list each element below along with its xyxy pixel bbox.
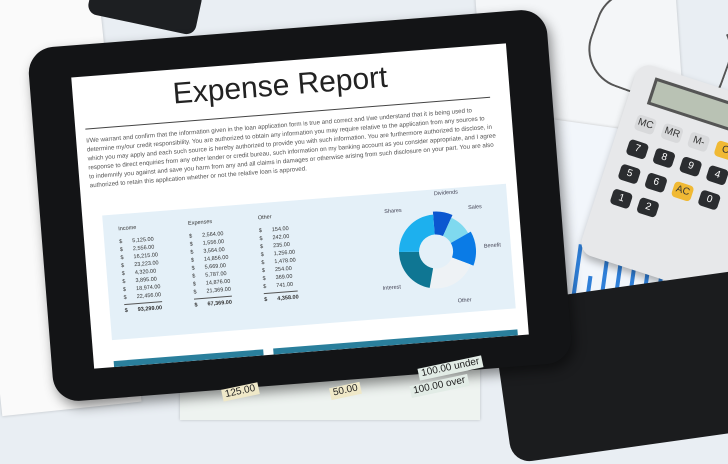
donut-label: Sales	[468, 204, 482, 211]
summary-panel: Income $5,125.00 $2,556.00 $16,215.00 $23,22…	[102, 183, 516, 341]
currency: $	[124, 307, 129, 315]
donut-chart: Dividends Sales Benefits Other Interest Share…	[382, 189, 505, 304]
calculator-key: 7	[625, 138, 650, 161]
total: 4,358.00	[277, 294, 299, 303]
calculator-key: 6	[644, 172, 668, 194]
calculator-key: C	[713, 139, 728, 162]
column-row: $21,369.00	[193, 286, 231, 297]
currency: $	[264, 296, 268, 304]
value: 741.00	[276, 281, 294, 290]
calculator-key: 4	[705, 164, 728, 186]
calculator-key: MR	[660, 122, 685, 144]
report-paragraph: I/We warrant and confirm that the inform…	[86, 107, 497, 190]
footer-bar	[113, 349, 264, 368]
tablet: Expense Report I/We warrant and confirm …	[26, 8, 574, 403]
column-header: Income	[118, 224, 137, 233]
summary-column: Expenses $2,564.00 $1,556.00 $3,564.00 $14,8…	[187, 218, 233, 310]
donut-label: Other	[458, 297, 472, 304]
column-row: $22,456.00	[123, 291, 161, 302]
currency: $	[193, 289, 197, 296]
total: 93,299.00	[137, 305, 163, 314]
donut-segment-benefits	[450, 231, 477, 266]
column-total: $67,369.00	[193, 295, 233, 310]
summary-column: Income $5,125.00 $2,556.00 $16,215.00 $23,22…	[118, 223, 163, 316]
summary-column: Other $154.00 $242.00 $235.00 $1,256.00 $1,47…	[257, 213, 300, 305]
calculator-key: 8	[652, 147, 677, 169]
currency: $	[123, 294, 128, 302]
calculator-key: AC	[670, 180, 695, 203]
donut-label: Shares	[384, 208, 402, 215]
value: 21,369.00	[206, 286, 232, 295]
donut-label: Benefits	[484, 242, 505, 250]
calculator-key: M-	[686, 131, 711, 153]
total: 67,369.00	[207, 299, 233, 308]
column-header: Expenses	[187, 218, 213, 227]
donut-label: Interest	[382, 284, 401, 291]
donut-segment-shares	[399, 214, 435, 253]
calculator-key: 2	[635, 196, 660, 219]
calculator-key: MC	[633, 113, 658, 136]
currency: $	[194, 302, 198, 309]
value: 22,456.00	[136, 292, 162, 301]
donut-label: Dividends	[434, 189, 459, 197]
footer-bar	[273, 329, 518, 355]
smartphone	[86, 0, 204, 36]
currency: $	[263, 283, 267, 291]
donut-segment-interest	[399, 251, 434, 288]
calculator-key: 9	[678, 155, 703, 178]
calculator-key: 1	[609, 188, 634, 210]
donut-segment-dividends	[432, 211, 453, 236]
column-total: $4,358.00	[263, 290, 300, 305]
column-header: Other	[257, 214, 272, 222]
calculator-key: 0	[697, 189, 722, 211]
calculator-key: 5	[617, 163, 642, 185]
donut-segment-other	[429, 257, 471, 289]
column-row: $741.00	[263, 280, 298, 291]
column-total: $93,299.00	[124, 301, 163, 316]
calculator-display	[646, 77, 728, 139]
tablet-screen: Expense Report I/We warrant and confirm …	[71, 43, 529, 369]
report-title: Expense Report	[171, 60, 389, 111]
donut-segment-sales	[443, 217, 469, 244]
